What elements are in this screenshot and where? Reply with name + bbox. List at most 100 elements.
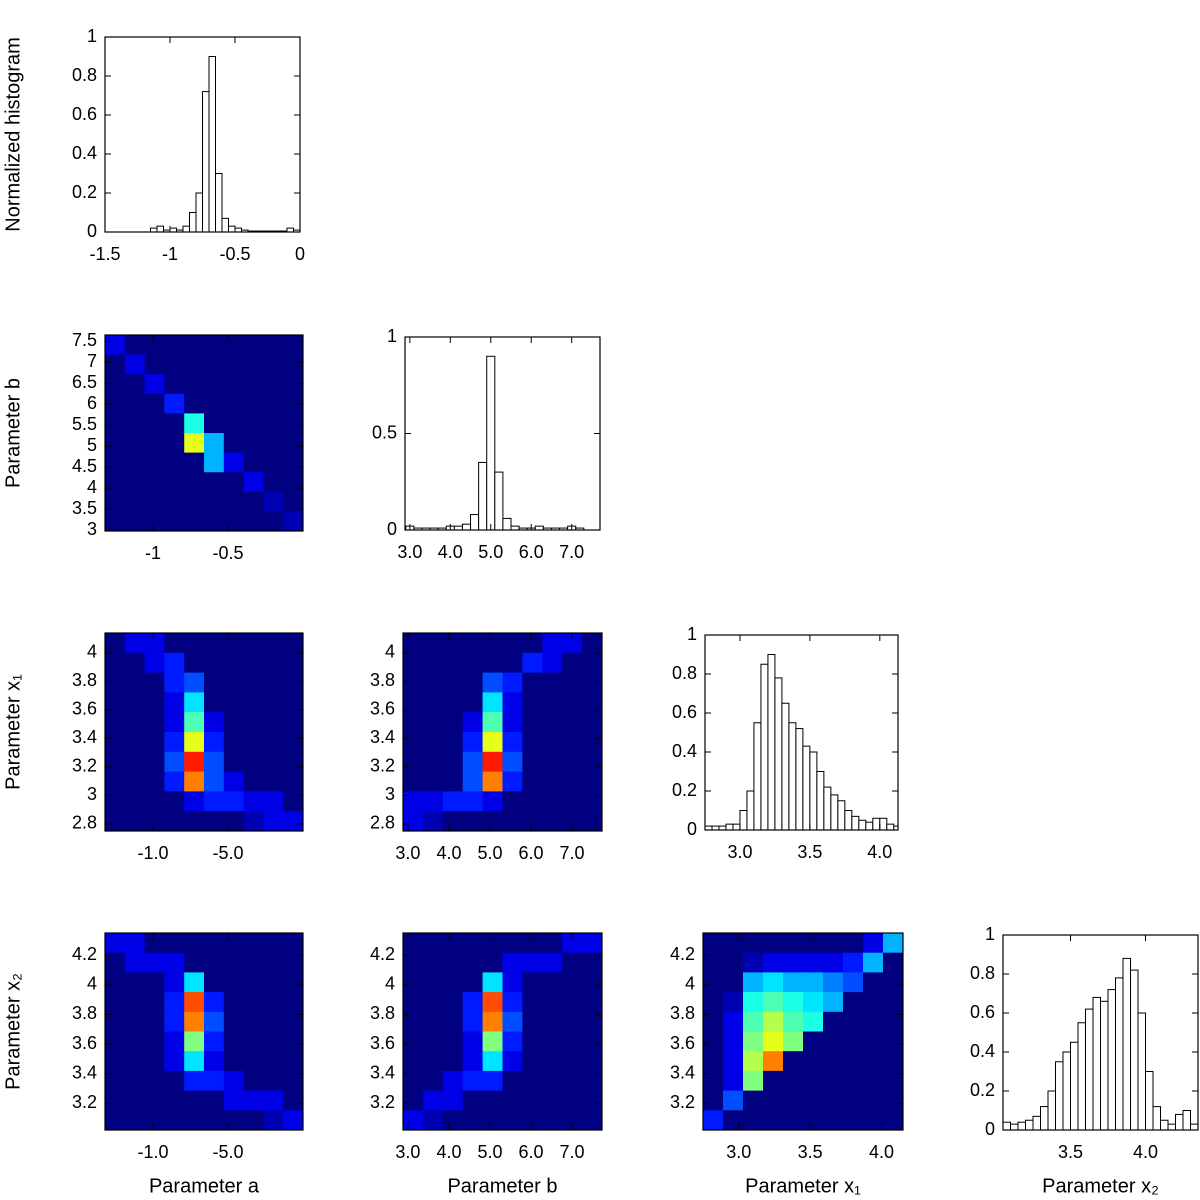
heatmap-cell	[462, 652, 484, 674]
heatmap-cell	[204, 652, 225, 674]
y-tick-label: 0.8	[72, 65, 97, 85]
heatmap-cell	[723, 1031, 744, 1052]
heatmap-cell	[542, 972, 563, 993]
heatmap-cell	[442, 633, 464, 654]
heatmap-cell	[582, 1051, 603, 1072]
heatmap-cell	[164, 374, 185, 395]
heatmap-cell	[502, 933, 523, 954]
heatmap-cell	[703, 1051, 724, 1072]
heatmap-cell	[124, 771, 146, 792]
heatmap-cell	[562, 1090, 583, 1111]
heatmap-cell	[823, 1070, 844, 1092]
histogram-bar	[202, 91, 210, 232]
heatmap-cell	[422, 672, 444, 693]
heatmap-cell	[542, 672, 563, 693]
heatmap-cell	[803, 1051, 824, 1072]
heatmap-cell	[283, 672, 304, 693]
heatmap-cell	[283, 1011, 304, 1032]
heatmap-cell	[482, 652, 503, 674]
heatmap-cell	[482, 633, 503, 654]
heatmap-cell	[144, 1031, 165, 1052]
histogram-bar	[809, 751, 818, 830]
heatmap-cell	[283, 1090, 304, 1111]
heatmap-cell	[542, 751, 563, 773]
heatmap-cell	[763, 992, 784, 1013]
heatmap-cell	[562, 933, 583, 954]
heatmap-cell	[582, 712, 603, 733]
heatmap-cell	[783, 1110, 804, 1131]
heatmap-cell	[263, 413, 284, 434]
heatmap-cell	[283, 972, 304, 993]
heatmap-cell	[803, 933, 824, 954]
heatmap-cell	[164, 952, 185, 973]
x-tick-label: -0.5	[219, 244, 250, 264]
heatmap-cell	[403, 732, 424, 753]
heatmap-cell	[263, 933, 284, 954]
heatmap-cell	[223, 692, 245, 713]
heatmap-cell	[763, 933, 784, 954]
heatmap-cell	[582, 933, 603, 954]
histogram-bar	[774, 677, 783, 830]
y-tick-label: 0.6	[72, 104, 97, 124]
heatmap-cell	[783, 1031, 804, 1052]
heatmap-cell	[223, 811, 245, 832]
heatmap-cell	[105, 433, 126, 454]
heatmap-cell	[105, 1070, 126, 1092]
heatmap-cell	[223, 1090, 245, 1111]
heatmap-cell	[462, 791, 484, 812]
heatmap-cell	[223, 952, 245, 973]
heatmap-cell	[703, 1090, 724, 1111]
heatmap-cell	[263, 354, 284, 375]
histogram-bar	[189, 212, 197, 232]
heatmap-cell	[144, 1011, 165, 1032]
heatmap-cell	[482, 933, 503, 954]
y-tick-label: 3.2	[670, 1092, 695, 1112]
heatmap-cell	[522, 972, 543, 993]
histogram-bar	[760, 663, 769, 830]
heatmap-cell	[482, 771, 503, 792]
heatmap-cell	[223, 393, 245, 414]
heatmap-cell	[582, 952, 603, 973]
y-tick-label: 2.8	[72, 813, 97, 833]
heatmap-cell	[522, 771, 543, 792]
heatmap-cell	[263, 692, 284, 713]
x-tick-label: -1.5	[89, 244, 120, 264]
heatmap-cell	[502, 751, 523, 773]
heatmap-cell	[542, 1011, 563, 1032]
heatmap-cell	[283, 751, 304, 773]
heatmap-cell	[184, 393, 205, 414]
heatmap-cell	[442, 1051, 464, 1072]
y-tick-label: 0.4	[672, 741, 697, 761]
histogram-bar	[1167, 1123, 1176, 1130]
heatmap-cell	[263, 511, 284, 532]
heatmap-cell	[442, 712, 464, 733]
heatmap-cell	[243, 732, 264, 753]
heatmap-cell	[502, 633, 523, 654]
heatmap-cell	[442, 1090, 464, 1111]
heatmap-cell	[204, 751, 225, 773]
heatmap-cell	[105, 972, 126, 993]
y-tick-label: 4.2	[72, 944, 97, 964]
heatmap-cell	[863, 1110, 884, 1131]
heatmap-cell	[442, 652, 464, 674]
heatmap-cell	[184, 692, 205, 713]
heatmap-cell	[422, 1051, 444, 1072]
heatmap-cell	[582, 791, 603, 812]
heatmap-cell	[562, 1031, 583, 1052]
y-tick-label: 3	[385, 784, 395, 804]
heatmap-cell	[703, 1031, 724, 1052]
histogram-bar	[781, 702, 790, 830]
heatmap-cell	[184, 335, 205, 356]
x-tick-label: -1.0	[137, 843, 168, 863]
histogram-bar	[228, 225, 236, 232]
heatmap-cell	[164, 972, 185, 993]
heatmap-cell	[743, 992, 764, 1013]
heatmap-cell	[144, 1051, 165, 1072]
heatmap-cell	[462, 1051, 484, 1072]
heatmap-cell	[462, 1090, 484, 1111]
heatmap-cell	[823, 933, 844, 954]
x-tick-label: 5.0	[477, 843, 502, 863]
heatmap-cell	[883, 1051, 904, 1072]
heatmap-cell	[164, 491, 185, 512]
heatmap-cell	[502, 1110, 523, 1131]
